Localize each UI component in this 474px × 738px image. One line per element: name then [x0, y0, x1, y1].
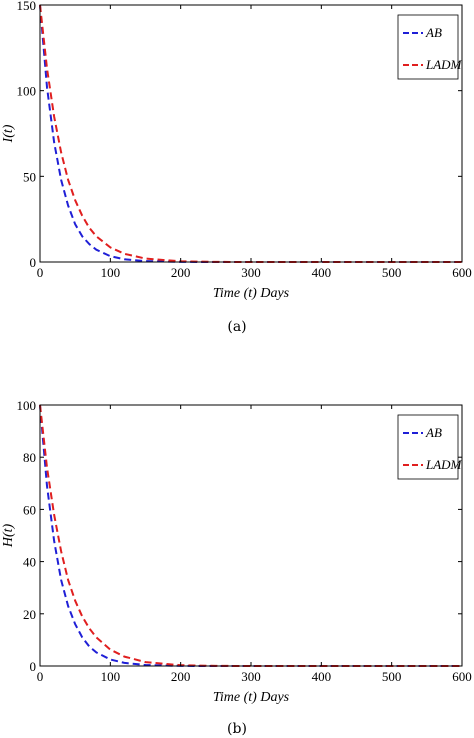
chart-a-x-tick-label: 300	[241, 265, 261, 280]
chart-b: 0 100 200 300 400 500 600 0 20 40 60 80 100 Time (t) …	[1, 398, 472, 737]
chart-a-legend-box	[397, 14, 459, 80]
chart-a-x-tick-label: 400	[312, 265, 332, 280]
chart-b-y-tick-label: 20	[23, 607, 36, 622]
chart-a-y-tick-label: 150	[17, 0, 37, 13]
chart-b-x-tick-label: 0	[37, 669, 44, 684]
chart-b-y-tick-label: 80	[23, 450, 36, 465]
chart-b-x-tick-label: 100	[101, 669, 121, 684]
chart-b-legend-box	[397, 414, 459, 480]
chart-a-x-axis-label: Time (t) Days	[213, 286, 290, 301]
chart-a-y-axis-label: I(t)	[1, 124, 16, 143]
chart-a-x-tick-label: 0	[37, 265, 44, 280]
chart-a-legend-label-ladm: LADM	[425, 57, 463, 72]
chart-a-y-tick-label: 100	[17, 84, 37, 99]
chart-a-caption: (a)	[227, 319, 246, 335]
chart-a-x-tick-label: 100	[101, 265, 121, 280]
chart-a-y-tick-label: 50	[23, 169, 36, 184]
chart-b-x-tick-label: 300	[241, 669, 261, 684]
chart-a-x-tick-label: 500	[382, 265, 402, 280]
chart-b-x-tick-label: 500	[382, 669, 402, 684]
chart-a-x-tick-label: 600	[452, 265, 472, 280]
chart-b-y-tick-label: 0	[30, 659, 37, 674]
chart-b-y-tick-label: 40	[23, 555, 36, 570]
chart-a-legend-label-ab: AB	[425, 25, 442, 40]
chart-b-legend-label-ab: AB	[425, 425, 442, 440]
chart-b-x-tick-label: 600	[452, 669, 472, 684]
chart-b-x-tick-label: 400	[312, 669, 332, 684]
chart-b-y-tick-label: 100	[17, 398, 37, 413]
chart-b-y-axis-label: H(t)	[1, 524, 16, 549]
chart-a: 0 100 200 300 400 500 600 0 50 100 150 Time (t) Day…	[1, 0, 472, 335]
chart-a-y-tick-label: 0	[30, 255, 37, 270]
chart-b-y-tick-label: 60	[23, 502, 36, 517]
chart-b-legend-label-ladm: LADM	[425, 457, 463, 472]
chart-a-x-tick-label: 200	[171, 265, 191, 280]
chart-b-caption: (b)	[227, 721, 247, 737]
chart-a-legend: AB LADM	[397, 14, 463, 80]
chart-b-legend: AB LADM	[397, 414, 463, 480]
chart-b-x-axis-label: Time (t) Days	[213, 690, 290, 705]
chart-b-x-tick-label: 200	[171, 669, 191, 684]
chart-b-series-ab	[39, 404, 462, 667]
